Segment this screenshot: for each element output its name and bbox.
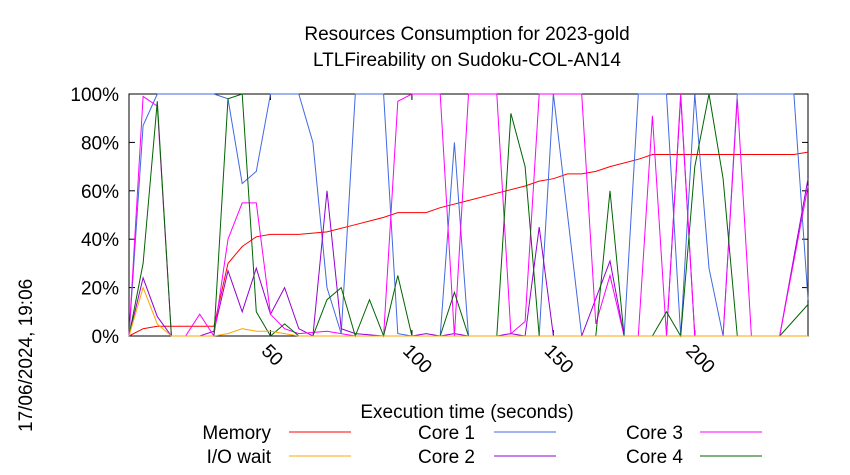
- x-tick-label: 200: [681, 341, 718, 378]
- series-lines: [128, 93, 809, 338]
- series-line-core-1: [128, 93, 809, 337]
- y-tick-label: 20%: [81, 279, 119, 300]
- x-axis: 50 100 150 200: [257, 94, 719, 378]
- legend-label: I/O wait: [207, 447, 272, 468]
- series-line-core-2: [128, 96, 809, 337]
- chart-title-line-1: Resources Consumption for 2023-gold: [304, 24, 629, 45]
- y-tick-label: 100%: [70, 85, 119, 106]
- y-axis: 0% 20% 40% 60% 80% 100%: [70, 85, 808, 348]
- series-line-core-4: [128, 93, 809, 338]
- series-line-i-o-wait: [128, 286, 808, 337]
- plot-frame: [128, 93, 809, 337]
- series-line-memory: [128, 151, 809, 337]
- x-tick-label: 50: [257, 341, 287, 371]
- legend: Memory I/O wait Core 1 Core 2 Core 3 Core 4: [202, 423, 762, 468]
- series-line-core-3: [128, 93, 809, 338]
- legend-label: Memory: [202, 423, 271, 444]
- chart-title-line-2: LTLFireability on Sudoku-COL-AN14: [313, 50, 621, 71]
- y-tick-label: 40%: [81, 230, 119, 251]
- x-tick-label: 150: [540, 341, 577, 378]
- y-tick-label: 0%: [92, 327, 120, 348]
- legend-label: Core 4: [626, 447, 683, 468]
- legend-label: Core 3: [626, 423, 683, 444]
- legend-label: Core 1: [418, 423, 475, 444]
- timestamp-label: 17/06/2024, 19:06: [16, 279, 37, 432]
- x-axis-label: Execution time (seconds): [360, 402, 573, 423]
- y-tick-label: 80%: [81, 133, 119, 154]
- y-tick-label: 60%: [81, 182, 119, 203]
- x-tick-label: 100: [398, 341, 435, 378]
- legend-label: Core 2: [418, 447, 475, 468]
